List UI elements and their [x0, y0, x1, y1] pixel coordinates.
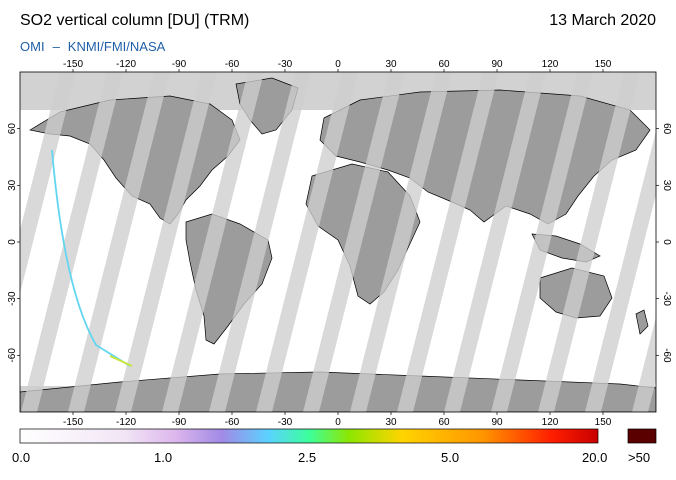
lon-label-bottom-8: 90	[491, 417, 503, 428]
lon-label-top-2: -90	[172, 59, 187, 70]
lon-label-top-7: 60	[438, 59, 450, 70]
lat-label-right-1: 30	[661, 180, 672, 192]
lat-label-right-2: 0	[661, 239, 672, 245]
lat-label-right-3: -30	[661, 291, 672, 306]
lon-label-top-0: -150	[63, 59, 83, 70]
lon-label-bottom-4: -30	[278, 417, 293, 428]
map-area	[20, 72, 656, 412]
lat-label-left-3: -30	[7, 291, 18, 306]
colorbar-label-5: >50	[628, 450, 651, 465]
lat-label-left-0: 60	[7, 123, 18, 135]
lon-label-bottom-2: -90	[172, 417, 187, 428]
swath-gap-8	[350, 72, 452, 412]
swath-gap-2	[68, 72, 170, 412]
map-date: 13 March 2020	[549, 12, 656, 29]
map-title: SO2 vertical column [DU] (TRM)	[20, 12, 250, 29]
lon-label-top-4: -30	[278, 59, 293, 70]
swath-gap-12	[538, 72, 640, 412]
lon-label-top-3: -60	[225, 59, 240, 70]
swath-gap-4	[162, 72, 264, 412]
credit-instrument: OMI	[20, 39, 45, 54]
lon-label-bottom-6: 30	[385, 417, 397, 428]
swath-gap-7	[303, 72, 405, 412]
lat-label-left-1: 30	[7, 179, 18, 191]
credit-separator: –	[52, 39, 60, 54]
lon-label-top-10: 150	[595, 59, 612, 70]
swath-gap-10	[444, 72, 546, 412]
lon-label-top-8: 90	[491, 59, 503, 70]
lon-label-top-9: 120	[542, 59, 559, 70]
colorbar-overflow-swatch	[627, 428, 657, 444]
swath-gap-11	[491, 72, 593, 412]
swath-gap-0	[20, 72, 76, 294]
colorbar-label-2: 2.5	[298, 450, 317, 465]
colorbar-label-1: 1.0	[154, 450, 173, 465]
swath-gap-9	[397, 72, 499, 412]
lat-label-left-2: 0	[7, 239, 18, 245]
swath-gap-5	[209, 72, 311, 412]
colorbar-label-3: 5.0	[441, 450, 460, 465]
new-zealand	[635, 309, 649, 335]
lat-label-left-4: -60	[7, 348, 18, 363]
lon-label-bottom-7: 60	[438, 417, 450, 428]
swath-gap-6	[256, 72, 358, 412]
axis-ticks: -150 -150 -120 -120 -90 -90 -60 -60 -30 -30 0 0 30 30…	[7, 59, 672, 428]
lon-label-bottom-3: -60	[225, 417, 240, 428]
swath-gap-1	[21, 72, 123, 412]
lon-label-bottom-10: 150	[595, 417, 612, 428]
swath-gap-3	[115, 72, 217, 412]
lon-label-bottom-0: -150	[63, 417, 83, 428]
lon-label-bottom-5: 0	[335, 417, 341, 428]
orbit-swath-gaps	[20, 72, 656, 412]
lon-label-bottom-1: -120	[116, 417, 136, 428]
lat-label-right-0: 60	[661, 123, 672, 135]
colorbar	[19, 428, 599, 444]
lon-label-top-6: 30	[385, 59, 397, 70]
lon-label-bottom-9: 120	[542, 417, 559, 428]
lat-label-right-4: -60	[661, 348, 672, 363]
so2-plume-tip	[109, 355, 133, 367]
swath-gap-14	[632, 317, 656, 412]
colorbar-label-4: 20.0	[582, 450, 608, 465]
data-credit: OMI – KNMI/FMI/NASA	[20, 39, 165, 54]
lon-label-top-5: 0	[335, 59, 341, 70]
so2-plume-trace	[51, 149, 131, 367]
credit-agencies: KNMI/FMI/NASA	[67, 39, 166, 54]
colorbar-label-0: 0.0	[12, 450, 31, 465]
lon-label-top-1: -120	[116, 59, 136, 70]
swath-gap-13	[585, 131, 656, 412]
